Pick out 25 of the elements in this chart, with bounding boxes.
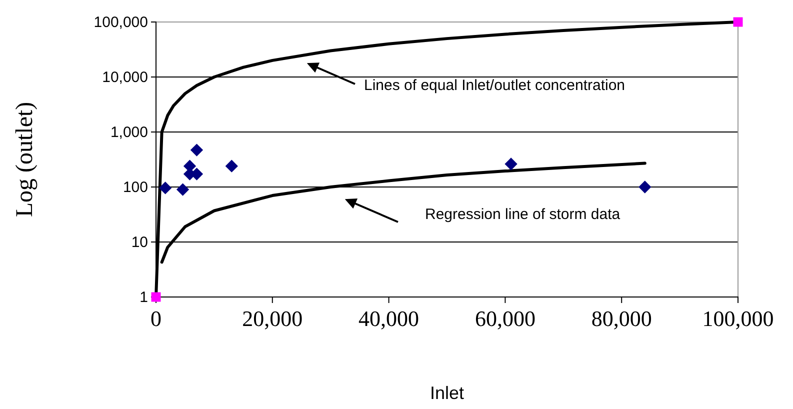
point — [190, 144, 204, 156]
y-tick-label: 10,000 — [102, 68, 148, 86]
y-tick-label: 10 — [131, 234, 148, 251]
y-axis-title: Log (outlet) — [12, 102, 38, 218]
y-tick-label: 100 — [122, 178, 148, 196]
point — [504, 158, 518, 170]
y-tick-label: 100,000 — [94, 14, 148, 31]
point — [225, 160, 238, 172]
x-tick-label: 80,000 — [591, 306, 652, 331]
point — [638, 180, 652, 194]
point — [183, 160, 196, 172]
annotation: Regression line of storm data — [425, 206, 621, 223]
point — [733, 17, 743, 27]
x-tick-label: 20,000 — [242, 306, 303, 331]
x-axis-title: Inlet — [430, 383, 464, 403]
x-tick-label: 60,000 — [474, 306, 536, 331]
x-tick-label: 0 — [150, 306, 162, 331]
point — [151, 292, 161, 302]
y-tick-label: 1 — [140, 288, 148, 306]
y-tick-label: 1,000 — [110, 124, 148, 141]
point — [158, 182, 172, 194]
x-tick-label: 100,000 — [702, 306, 774, 331]
x-tick-label: 40,000 — [358, 306, 420, 331]
annotation: Lines of equal Inlet/outlet concentration — [364, 77, 626, 94]
point — [176, 183, 190, 196]
